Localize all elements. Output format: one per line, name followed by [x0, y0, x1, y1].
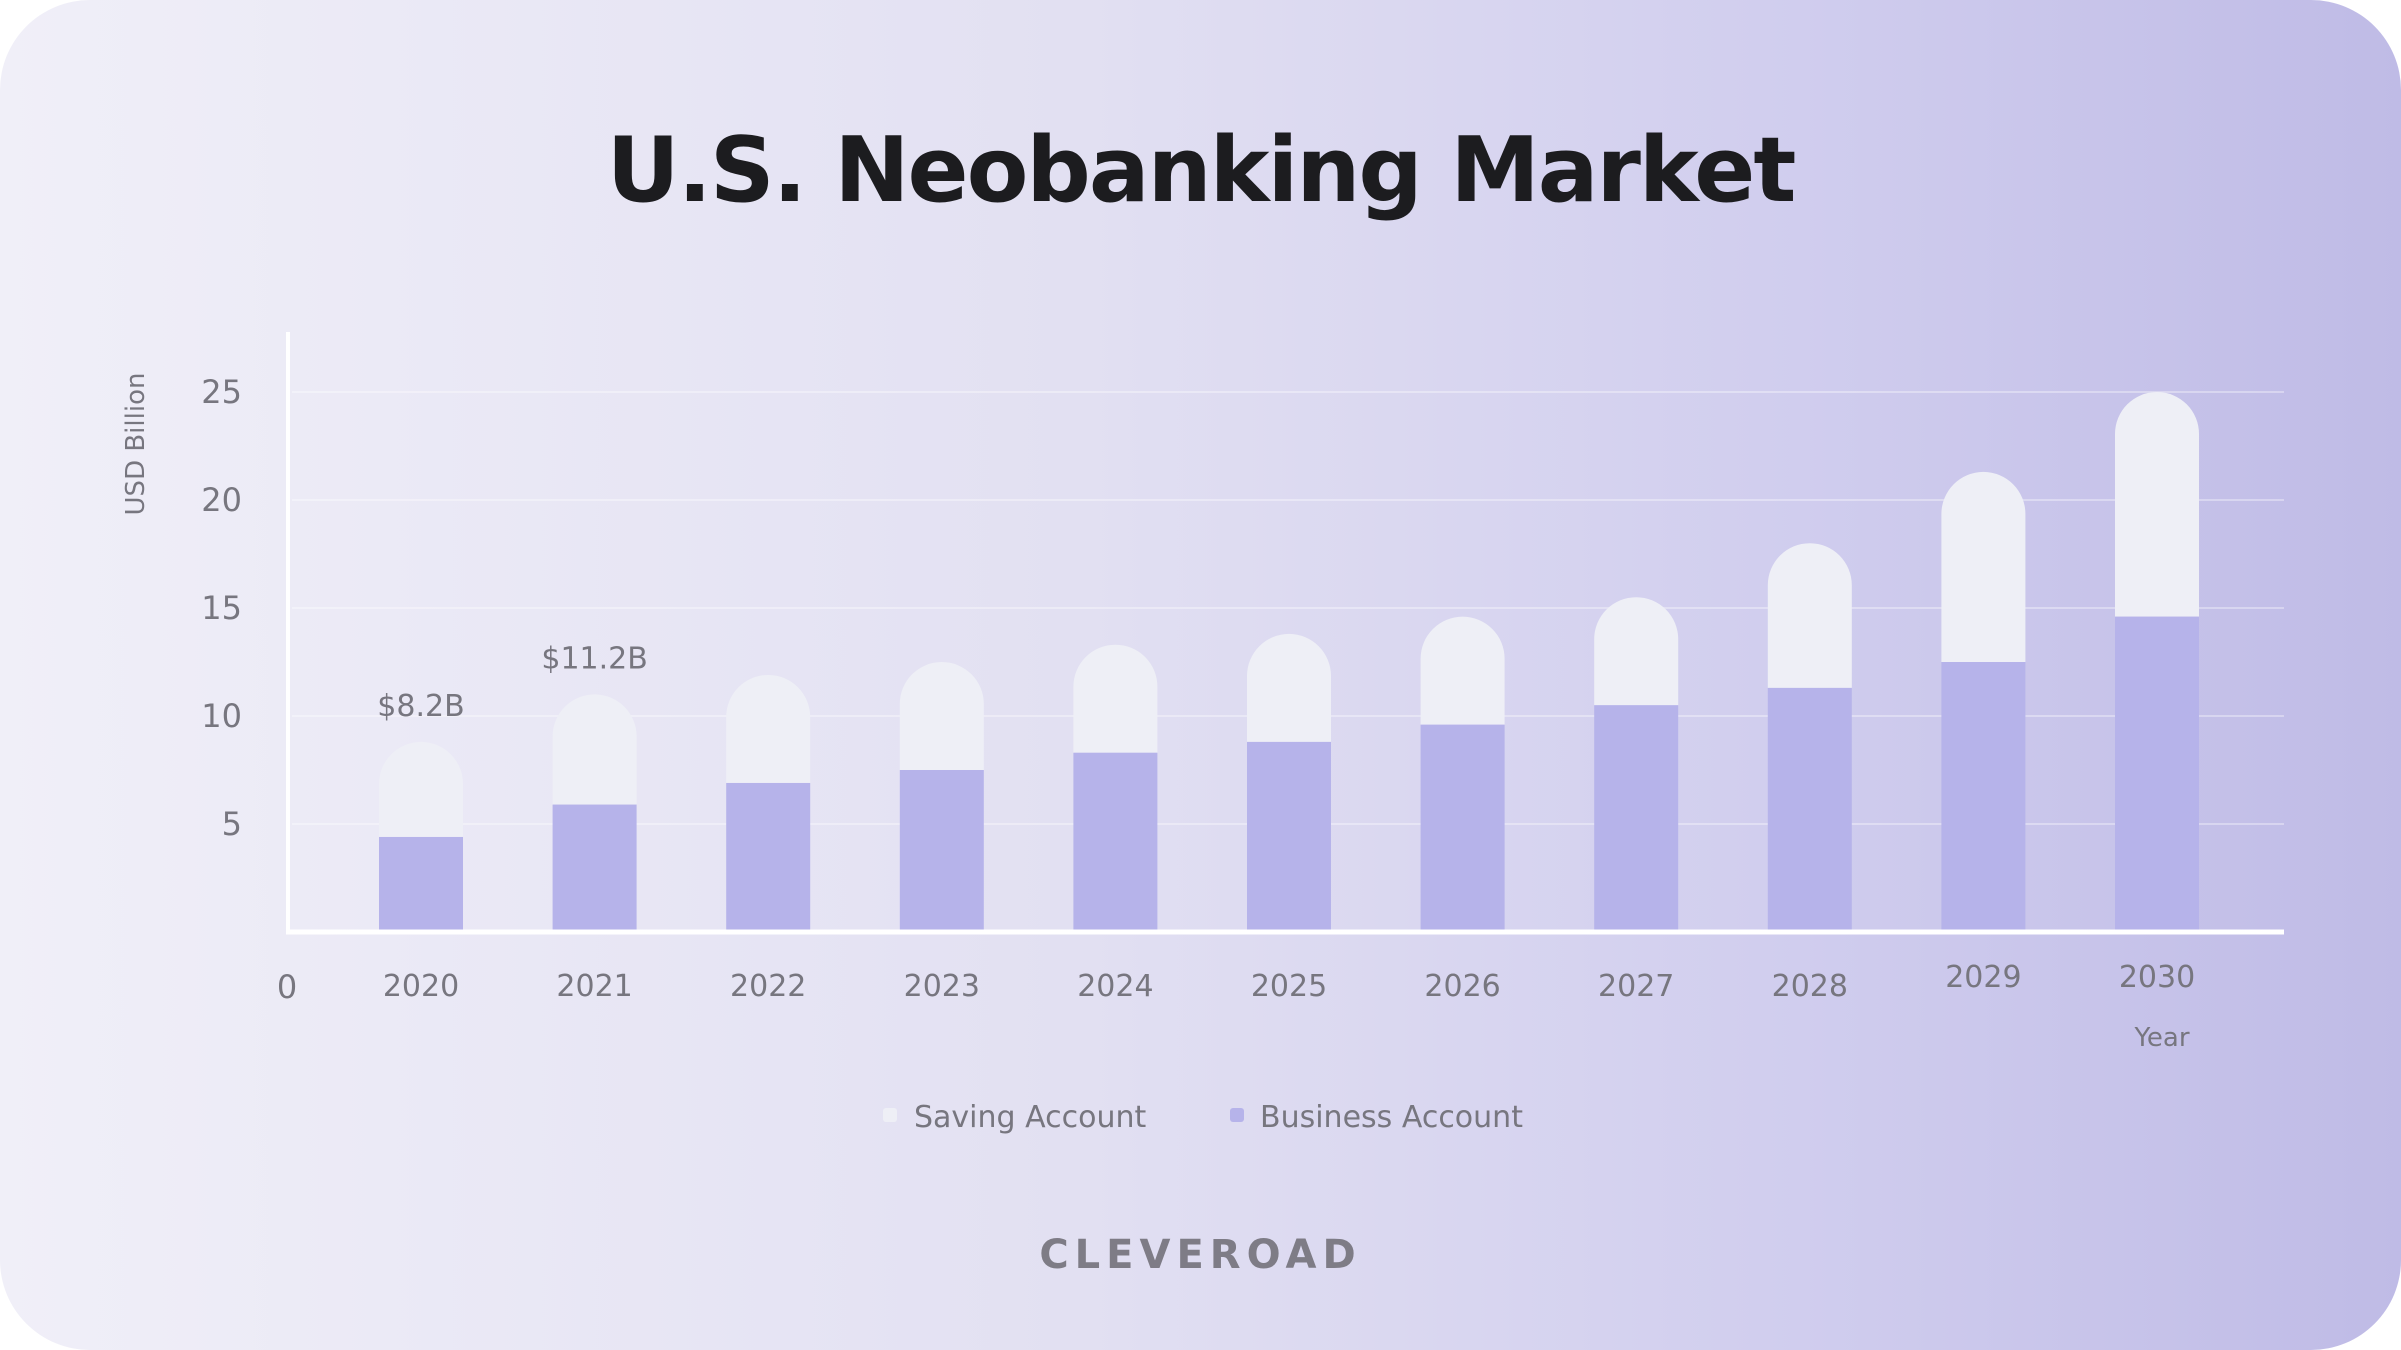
bars	[379, 392, 2199, 932]
y-tick-label: 15	[201, 589, 242, 627]
x-tick-label: 2028	[1772, 969, 1848, 1004]
bar-saving-2030	[2115, 392, 2199, 617]
x-tick-label: 2027	[1598, 969, 1674, 1004]
y-tick-label: 25	[201, 373, 242, 411]
x-tick-label: 2030	[2119, 960, 2195, 995]
axes	[286, 332, 2284, 935]
bar-saving-2029	[1941, 471, 2026, 662]
data-labels: $8.2B $11.2B	[377, 641, 648, 724]
x-tick-label: 2021	[556, 969, 632, 1004]
x-tick-label: 2024	[1077, 969, 1153, 1004]
bar-saving-2020	[379, 741, 463, 837]
bar-business-2029	[1941, 662, 2026, 932]
brand-logo: CLEVEROAD	[1039, 1232, 1362, 1278]
y-tick-label: 10	[201, 697, 242, 735]
bar-business-2026	[1420, 724, 1505, 932]
x-tick-label: 2025	[1251, 969, 1327, 1004]
bar-saving-2027	[1594, 597, 1679, 706]
x-tick-label: 2026	[1424, 969, 1500, 1004]
bar-business-2025	[1247, 741, 1331, 932]
y-tick-labels: 5 10 15 20 25	[201, 373, 242, 843]
x-tick-label: 2023	[904, 969, 980, 1004]
legend-swatch-saving	[883, 1108, 897, 1122]
bar-business-2030	[2115, 616, 2199, 932]
bar-saving-2026	[1420, 616, 1505, 725]
bar-business-2021	[552, 804, 637, 932]
bar-saving-2021	[552, 694, 637, 805]
x-tick-labels: 2020 2021 2022 2023 2024 2025 2026 2027 2028 2029…	[383, 960, 2195, 1004]
bar-business-2027	[1594, 705, 1679, 932]
y-tick-label: 5	[222, 805, 242, 843]
x-axis-title: Year	[2133, 1023, 2189, 1053]
bar-business-2022	[726, 782, 811, 932]
bar-business-2023	[899, 770, 984, 932]
bar-saving-2028	[1767, 543, 1852, 688]
legend-swatch-business	[1230, 1108, 1244, 1122]
y-axis-title: USD Billion	[121, 373, 151, 516]
legend-label-business: Business Account	[1260, 1100, 1523, 1135]
bar-saving-2025	[1247, 633, 1331, 742]
legend-label-saving: Saving Account	[914, 1100, 1146, 1135]
data-label: $8.2B	[377, 689, 464, 724]
x-tick-label: 2022	[730, 969, 806, 1004]
bar-saving-2024	[1073, 644, 1158, 753]
bar-business-2020	[379, 836, 463, 932]
bar-saving-2023	[899, 662, 984, 770]
x-tick-label: 2029	[1945, 960, 2021, 995]
bar-saving-2022	[726, 674, 811, 783]
origin-label: 0	[277, 968, 297, 1006]
chart-title: U.S. Neobanking Market	[606, 118, 1797, 223]
data-label: $11.2B	[541, 641, 647, 676]
legend: Saving Account Business Account	[883, 1100, 1523, 1135]
bar-business-2028	[1767, 687, 1852, 932]
y-tick-label: 20	[201, 481, 242, 519]
x-tick-label: 2020	[383, 969, 459, 1004]
bar-business-2024	[1073, 752, 1158, 932]
